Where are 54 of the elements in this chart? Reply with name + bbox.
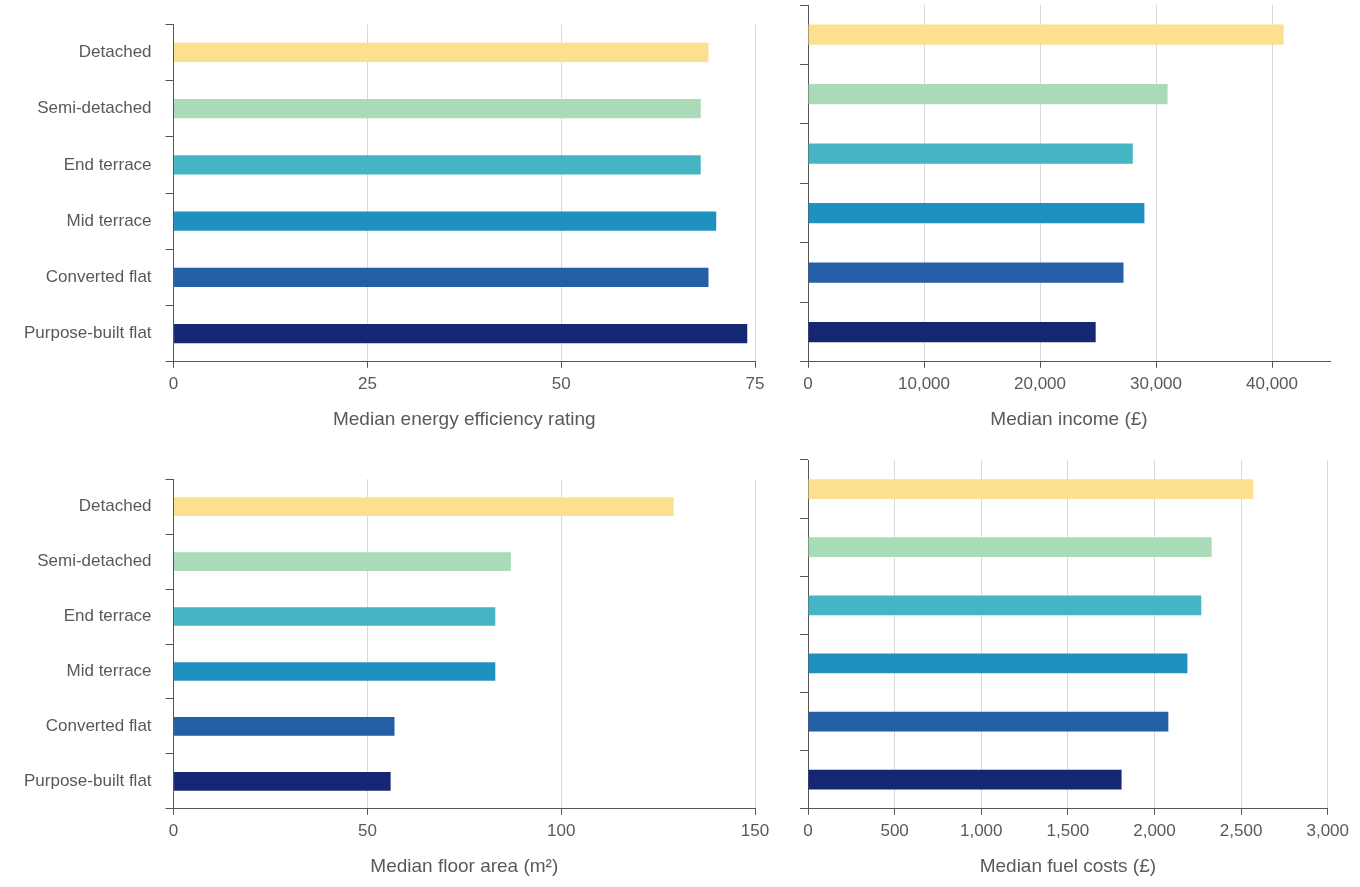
bar — [174, 497, 674, 517]
bar — [808, 595, 1202, 616]
y-tick-label: Detached — [78, 496, 152, 516]
bar — [174, 552, 511, 571]
y-tick-label: Purpose-built flat — [23, 323, 152, 343]
bar — [174, 717, 395, 736]
x-axis-title: Median fuel costs (£) — [979, 854, 1157, 876]
x-tick-label: 0 — [803, 373, 813, 393]
x-tick-label: 20,000 — [1014, 373, 1066, 393]
x-tick-label: 10,000 — [898, 373, 950, 393]
bar — [808, 537, 1212, 558]
x-tick-label: 40,000 — [1246, 373, 1298, 393]
bar — [174, 662, 496, 681]
x-tick-label: 50 — [551, 373, 571, 393]
x-tick-label: 25 — [357, 373, 377, 393]
x-tick-label: 50 — [357, 820, 377, 840]
bar — [808, 479, 1254, 499]
y-tick-label: Purpose-built flat — [23, 771, 152, 791]
x-tick-label: 30,000 — [1130, 373, 1182, 393]
x-tick-label: 150 — [740, 820, 770, 840]
y-tick-label: Converted flat — [45, 716, 152, 736]
x-tick-label: 0 — [168, 820, 179, 840]
x-tick-label: 0 — [168, 373, 179, 393]
y-tick-label: Mid terrace — [66, 210, 152, 230]
bar — [808, 24, 1284, 45]
bar — [174, 772, 391, 791]
y-tick-label: End terrace — [63, 606, 152, 626]
x-axis-title: Median floor area (m²) — [370, 854, 559, 876]
y-tick-label: Detached — [78, 42, 152, 62]
bar — [808, 769, 1122, 790]
x-tick-label: 100 — [547, 820, 576, 840]
y-tick-label: Semi-detached — [37, 551, 152, 571]
x-tick-label: 0 — [803, 820, 813, 840]
bar — [808, 653, 1188, 674]
y-tick-label: Mid terrace — [66, 661, 152, 681]
bar — [808, 203, 1145, 224]
bar — [808, 84, 1168, 105]
y-tick-label: Semi-detached — [37, 98, 152, 118]
bar — [174, 607, 496, 626]
x-tick-label: 1,500 — [1046, 820, 1090, 840]
bar — [808, 143, 1133, 164]
x-axis-title: Median income (£) — [990, 407, 1148, 429]
x-tick-label: 2,500 — [1219, 820, 1263, 840]
x-tick-label: 1,000 — [959, 820, 1003, 840]
x-tick-label: 2,000 — [1133, 820, 1176, 840]
x-tick-label: 500 — [880, 820, 909, 840]
bar — [808, 262, 1124, 283]
x-tick-label: 3,000 — [1306, 820, 1349, 840]
y-tick-label: End terrace — [63, 154, 152, 174]
y-tick-label: Converted flat — [45, 267, 152, 287]
bar — [808, 321, 1096, 343]
x-tick-label: 75 — [745, 373, 765, 393]
bar — [808, 711, 1169, 732]
x-axis-title: Median energy efficiency rating — [332, 407, 596, 429]
